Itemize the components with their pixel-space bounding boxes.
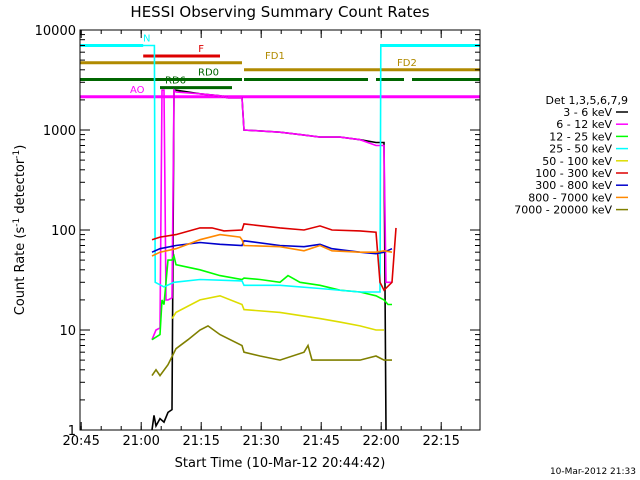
x-tick-label: 21:45	[302, 434, 339, 449]
legend-entry: 100 - 300 keV	[535, 167, 612, 180]
series-line-3	[151, 253, 392, 341]
y-axis-label: Count Rate (s-1 detector-1)	[12, 145, 28, 316]
y-axis-label-part: Count Rate (s	[13, 227, 28, 316]
series-lines	[80, 44, 476, 430]
series-line-5	[171, 294, 384, 331]
x-tick-label: 22:15	[422, 434, 459, 449]
legend-entry: 7000 - 20000 keV	[514, 204, 612, 217]
chart-title: HESSI Observing Summary Count Rates	[130, 3, 429, 21]
series-line-1	[151, 89, 387, 430]
y-tick-label: 100	[51, 224, 76, 239]
y-tick-label: 1000	[43, 124, 76, 139]
flag-label-rd0: RD0	[198, 67, 219, 78]
legend-entry: 6 - 12 keV	[556, 118, 612, 131]
flag-label-fd2: FD2	[397, 58, 417, 69]
legend-entry: 50 - 100 keV	[542, 155, 612, 168]
legend-title: Det 1,3,5,6,7,9	[545, 94, 628, 107]
y-axis-label-part: )	[13, 145, 28, 150]
x-axis-label: Start Time (10-Mar-12 20:44:42)	[175, 456, 386, 471]
series-line-8	[151, 233, 393, 257]
y-axis-label-superscript: -1	[12, 218, 22, 227]
series-line-9	[151, 324, 392, 377]
series-line-2	[151, 88, 392, 341]
flag-bars: N F FD1 FD2 RD0 RD6 AO	[80, 33, 480, 99]
flag-label-rd6: RD6	[165, 76, 186, 87]
y-tick-label: 10	[59, 324, 76, 339]
flag-label-f: F	[198, 44, 204, 55]
legend-entry: 3 - 6 keV	[563, 106, 612, 119]
y-tick-label: 1	[68, 424, 76, 439]
x-tick-label: 21:30	[242, 434, 279, 449]
legend-entry: 800 - 7000 keV	[528, 191, 612, 204]
flag-label-fd1: FD1	[265, 51, 285, 62]
series-line-6	[151, 223, 397, 292]
y-axis-label-superscript: -1	[12, 150, 22, 159]
x-axis: 20:45 21:00 21:15 21:30 21:45 22:00 22:15	[62, 30, 462, 449]
flag-label-n: N	[143, 33, 150, 44]
x-tick-label: 21:00	[122, 434, 159, 449]
legend-entry: 12 - 25 keV	[549, 130, 612, 143]
x-tick-label: 21:15	[182, 434, 219, 449]
x-tick-label: 22:00	[362, 434, 399, 449]
series-line-7	[151, 239, 393, 255]
y-axis: 1 10 100 1000 10000	[35, 24, 480, 439]
x-tick-label: 20:45	[62, 434, 99, 449]
footer-timestamp: 10-Mar-2012 21:33	[550, 467, 636, 477]
series-line-4	[80, 44, 476, 293]
legend-entry: 300 - 800 keV	[535, 179, 612, 192]
y-tick-label: 10000	[35, 24, 76, 39]
legend-entry: 25 - 50 keV	[549, 143, 612, 156]
y-axis-label-part: detector	[13, 158, 28, 218]
flag-label-ao: AO	[130, 85, 145, 96]
